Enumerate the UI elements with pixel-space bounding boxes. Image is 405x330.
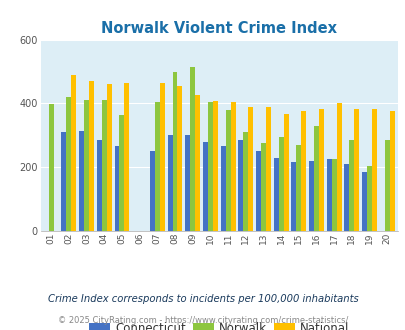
Bar	[265, 107, 270, 231]
Bar	[61, 132, 66, 231]
Bar	[308, 161, 313, 231]
Bar	[326, 159, 331, 231]
Bar	[318, 109, 323, 231]
Bar	[149, 151, 154, 231]
Bar	[343, 164, 349, 231]
Bar	[361, 172, 366, 231]
Bar	[71, 75, 76, 231]
Bar	[177, 86, 182, 231]
Bar	[154, 102, 160, 231]
Bar	[366, 166, 371, 231]
Bar	[291, 162, 296, 231]
Bar	[207, 102, 212, 231]
Bar	[89, 81, 94, 231]
Bar	[371, 109, 376, 231]
Bar	[124, 82, 129, 231]
Bar	[185, 135, 190, 231]
Bar	[247, 107, 253, 231]
Legend: Connecticut, Norwalk, National: Connecticut, Norwalk, National	[84, 317, 353, 330]
Bar	[190, 67, 195, 231]
Text: Crime Index corresponds to incidents per 100,000 inhabitants: Crime Index corresponds to incidents per…	[47, 294, 358, 304]
Bar	[84, 100, 89, 231]
Bar	[119, 115, 124, 231]
Bar	[283, 114, 288, 231]
Bar	[66, 97, 71, 231]
Bar	[160, 82, 164, 231]
Bar	[296, 145, 301, 231]
Text: © 2025 CityRating.com - https://www.cityrating.com/crime-statistics/: © 2025 CityRating.com - https://www.city…	[58, 316, 347, 325]
Bar	[354, 109, 358, 231]
Bar	[273, 158, 278, 231]
Bar	[230, 102, 235, 231]
Bar	[49, 104, 53, 231]
Bar	[331, 159, 336, 231]
Bar	[79, 130, 84, 231]
Bar	[384, 140, 389, 231]
Bar	[107, 84, 111, 231]
Bar	[220, 147, 225, 231]
Bar	[172, 72, 177, 231]
Bar	[301, 112, 305, 231]
Bar	[202, 142, 207, 231]
Bar	[278, 137, 283, 231]
Bar	[238, 140, 243, 231]
Bar	[336, 103, 341, 231]
Title: Norwalk Violent Crime Index: Norwalk Violent Crime Index	[101, 21, 337, 36]
Bar	[389, 112, 394, 231]
Bar	[167, 135, 172, 231]
Bar	[225, 110, 230, 231]
Bar	[114, 147, 119, 231]
Bar	[102, 100, 107, 231]
Bar	[97, 140, 102, 231]
Bar	[212, 101, 217, 231]
Bar	[349, 140, 354, 231]
Bar	[313, 126, 318, 231]
Bar	[243, 132, 247, 231]
Bar	[260, 143, 265, 231]
Bar	[256, 151, 260, 231]
Bar	[195, 95, 200, 231]
